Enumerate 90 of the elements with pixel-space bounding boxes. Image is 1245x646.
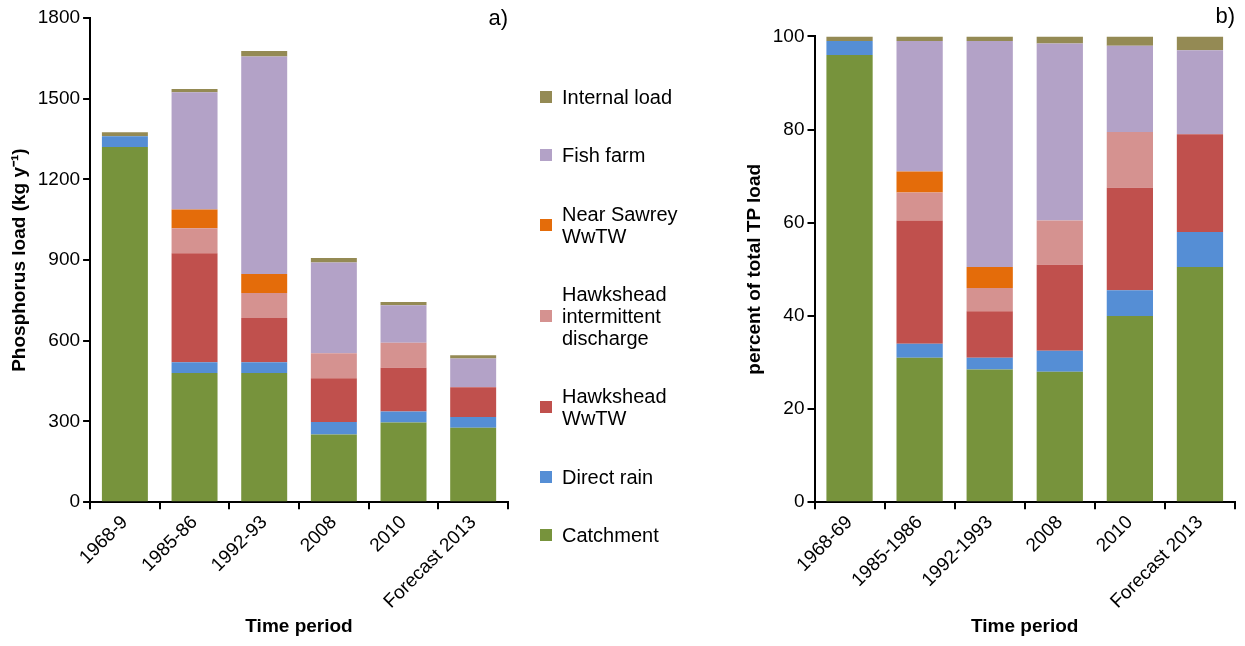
legend-label: Hawkshead WwTW bbox=[562, 385, 668, 430]
bar bbox=[1176, 134, 1224, 233]
y-axis-title: percent of total TP load bbox=[742, 163, 764, 375]
legend-label: Internal load bbox=[562, 86, 673, 108]
bar bbox=[1176, 266, 1224, 502]
bar bbox=[101, 132, 148, 137]
bar bbox=[241, 274, 288, 293]
bar bbox=[1036, 220, 1083, 265]
bar bbox=[310, 353, 357, 379]
legend-label: Direct rain bbox=[562, 465, 654, 488]
bar bbox=[1176, 36, 1224, 51]
bar bbox=[241, 362, 288, 374]
bar bbox=[896, 192, 943, 221]
bar bbox=[310, 262, 357, 354]
bar bbox=[1106, 45, 1153, 132]
x-axis-title: Time period bbox=[971, 614, 1079, 636]
bar bbox=[966, 311, 1013, 358]
bar bbox=[896, 343, 943, 358]
bar bbox=[310, 257, 357, 263]
bar bbox=[241, 51, 288, 57]
bar bbox=[826, 55, 873, 502]
legend-label: Fish farm bbox=[562, 144, 646, 167]
bar bbox=[450, 427, 497, 502]
bar bbox=[1036, 43, 1083, 221]
bar bbox=[380, 302, 427, 306]
legend-label: Catchment bbox=[562, 523, 659, 546]
bar bbox=[171, 362, 218, 374]
bar bbox=[380, 422, 427, 502]
legend-label: Near Sawrey WwTW bbox=[562, 202, 679, 247]
bar bbox=[826, 41, 873, 56]
y-tick-label: 20 bbox=[783, 397, 805, 419]
bar bbox=[896, 357, 943, 502]
bar bbox=[380, 411, 427, 423]
bar bbox=[1036, 371, 1083, 502]
bar bbox=[310, 422, 357, 435]
bar bbox=[171, 89, 218, 93]
bar bbox=[171, 92, 218, 210]
y-axis-title: Phosphorus load (kg y⁻¹) bbox=[7, 148, 29, 372]
bar bbox=[1176, 50, 1224, 135]
x-axis-title: Time period bbox=[245, 614, 353, 636]
bar bbox=[1036, 264, 1083, 351]
bar bbox=[450, 416, 497, 428]
legend-label: Hawkshead intermittent discharge bbox=[562, 282, 668, 349]
bar bbox=[1106, 315, 1153, 502]
bar bbox=[1106, 131, 1153, 188]
bar bbox=[241, 292, 288, 318]
bar bbox=[241, 373, 288, 502]
bar bbox=[241, 317, 288, 363]
y-tick-label: 80 bbox=[783, 117, 805, 139]
bar bbox=[101, 147, 148, 502]
bar bbox=[966, 369, 1013, 502]
y-tick-label: 60 bbox=[783, 210, 805, 232]
bar bbox=[896, 171, 943, 193]
bar bbox=[310, 378, 357, 423]
bar bbox=[966, 41, 1013, 267]
bar bbox=[310, 434, 357, 502]
bar bbox=[380, 367, 427, 412]
bar bbox=[450, 387, 497, 417]
bar bbox=[171, 228, 218, 254]
bar bbox=[101, 136, 148, 148]
y-tick-label: 100 bbox=[772, 24, 805, 46]
bar bbox=[1036, 350, 1083, 372]
bar bbox=[380, 305, 427, 343]
bar bbox=[1176, 232, 1224, 267]
y-tick-label: 0 bbox=[793, 490, 805, 512]
chart-title: b) bbox=[1215, 3, 1235, 29]
y-tick-label: 600 bbox=[48, 329, 81, 351]
bar bbox=[1106, 187, 1153, 291]
bar bbox=[896, 41, 943, 172]
bar bbox=[241, 56, 288, 275]
y-tick-label: 1200 bbox=[37, 167, 81, 189]
y-tick-label: 0 bbox=[69, 490, 81, 512]
y-tick-label: 1800 bbox=[37, 6, 81, 28]
y-tick-label: 40 bbox=[783, 304, 805, 326]
bar bbox=[450, 355, 497, 359]
bar bbox=[171, 209, 218, 229]
bar bbox=[1106, 290, 1153, 316]
bar bbox=[1106, 36, 1153, 46]
y-tick-label: 900 bbox=[48, 248, 81, 270]
chart-title: a) bbox=[488, 5, 508, 31]
y-tick-label: 300 bbox=[48, 409, 81, 431]
bar bbox=[966, 266, 1013, 288]
bar bbox=[966, 357, 1013, 370]
bar bbox=[896, 220, 943, 344]
y-tick-label: 1500 bbox=[37, 86, 81, 108]
bar bbox=[171, 253, 218, 363]
bar bbox=[966, 287, 1013, 312]
bar bbox=[450, 358, 497, 388]
bar bbox=[380, 342, 427, 368]
bar bbox=[171, 373, 218, 502]
